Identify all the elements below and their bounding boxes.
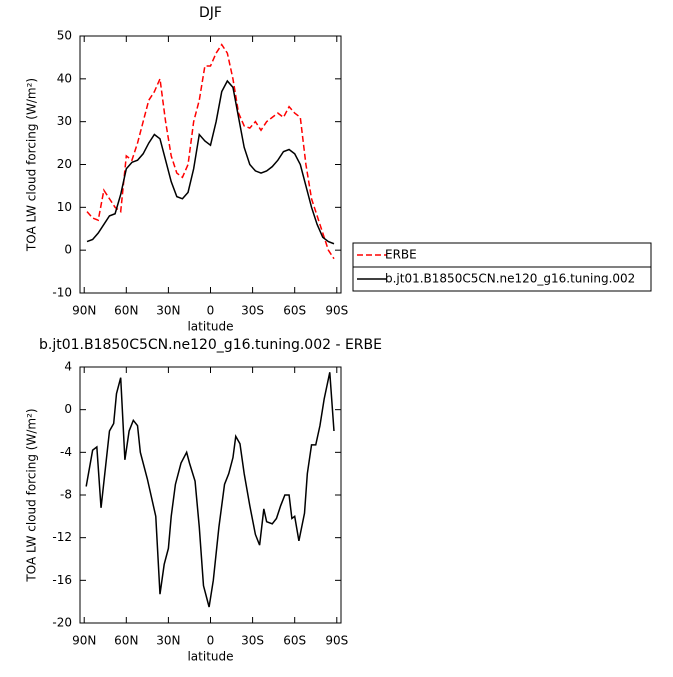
plot-frame <box>79 35 342 294</box>
legend-label: ERBE <box>385 248 417 262</box>
chart-title: b.jt01.B1850C5CN.ne120_g16.tuning.002 - … <box>39 337 382 353</box>
legend-label: b.jt01.B1850C5CN.ne120_g16.tuning.002 <box>385 272 635 286</box>
y-tick-label: -12 <box>52 530 72 544</box>
x-tick-label: 30S <box>241 304 264 318</box>
x-tick-label: 60N <box>114 634 138 648</box>
x-axis-label: latitude <box>187 650 233 664</box>
y-tick-label: 50 <box>57 29 72 43</box>
data-line <box>86 43 335 260</box>
x-tick-label: 60S <box>283 304 306 318</box>
y-axis-label: TOA LW cloud forcing (W/m²) <box>25 408 39 582</box>
y-tick-label: 40 <box>57 71 72 85</box>
y-tick-label: 10 <box>57 200 72 214</box>
x-tick-label: 30N <box>156 304 180 318</box>
y-tick-label: 30 <box>57 114 72 128</box>
x-tick-label: 90N <box>72 634 96 648</box>
x-tick-label: 90S <box>325 304 348 318</box>
y-tick-label: 4 <box>64 360 72 374</box>
y-axis-label: TOA LW cloud forcing (W/m²) <box>25 78 39 252</box>
y-tick-label: -4 <box>60 445 72 459</box>
x-tick-label: 90N <box>72 304 96 318</box>
x-tick-label: 60N <box>114 304 138 318</box>
chart-title: DJF <box>199 5 222 21</box>
y-tick-label: -8 <box>60 488 72 502</box>
x-tick-label: 0 <box>207 304 215 318</box>
x-tick-label: 90S <box>325 634 348 648</box>
data-line <box>85 372 335 608</box>
y-tick-label: -10 <box>52 286 72 300</box>
x-tick-label: 60S <box>283 634 306 648</box>
x-axis-label: latitude <box>187 320 233 334</box>
y-tick-label: 0 <box>64 243 72 257</box>
x-tick-label: 30S <box>241 634 264 648</box>
x-tick-label: 30N <box>156 634 180 648</box>
data-line <box>86 79 335 245</box>
y-tick-label: -20 <box>52 616 72 630</box>
x-tick-label: 0 <box>207 634 215 648</box>
plot-frame <box>79 366 342 624</box>
y-tick-label: -16 <box>52 573 72 587</box>
y-tick-label: 20 <box>57 157 72 171</box>
y-tick-label: 0 <box>64 402 72 416</box>
